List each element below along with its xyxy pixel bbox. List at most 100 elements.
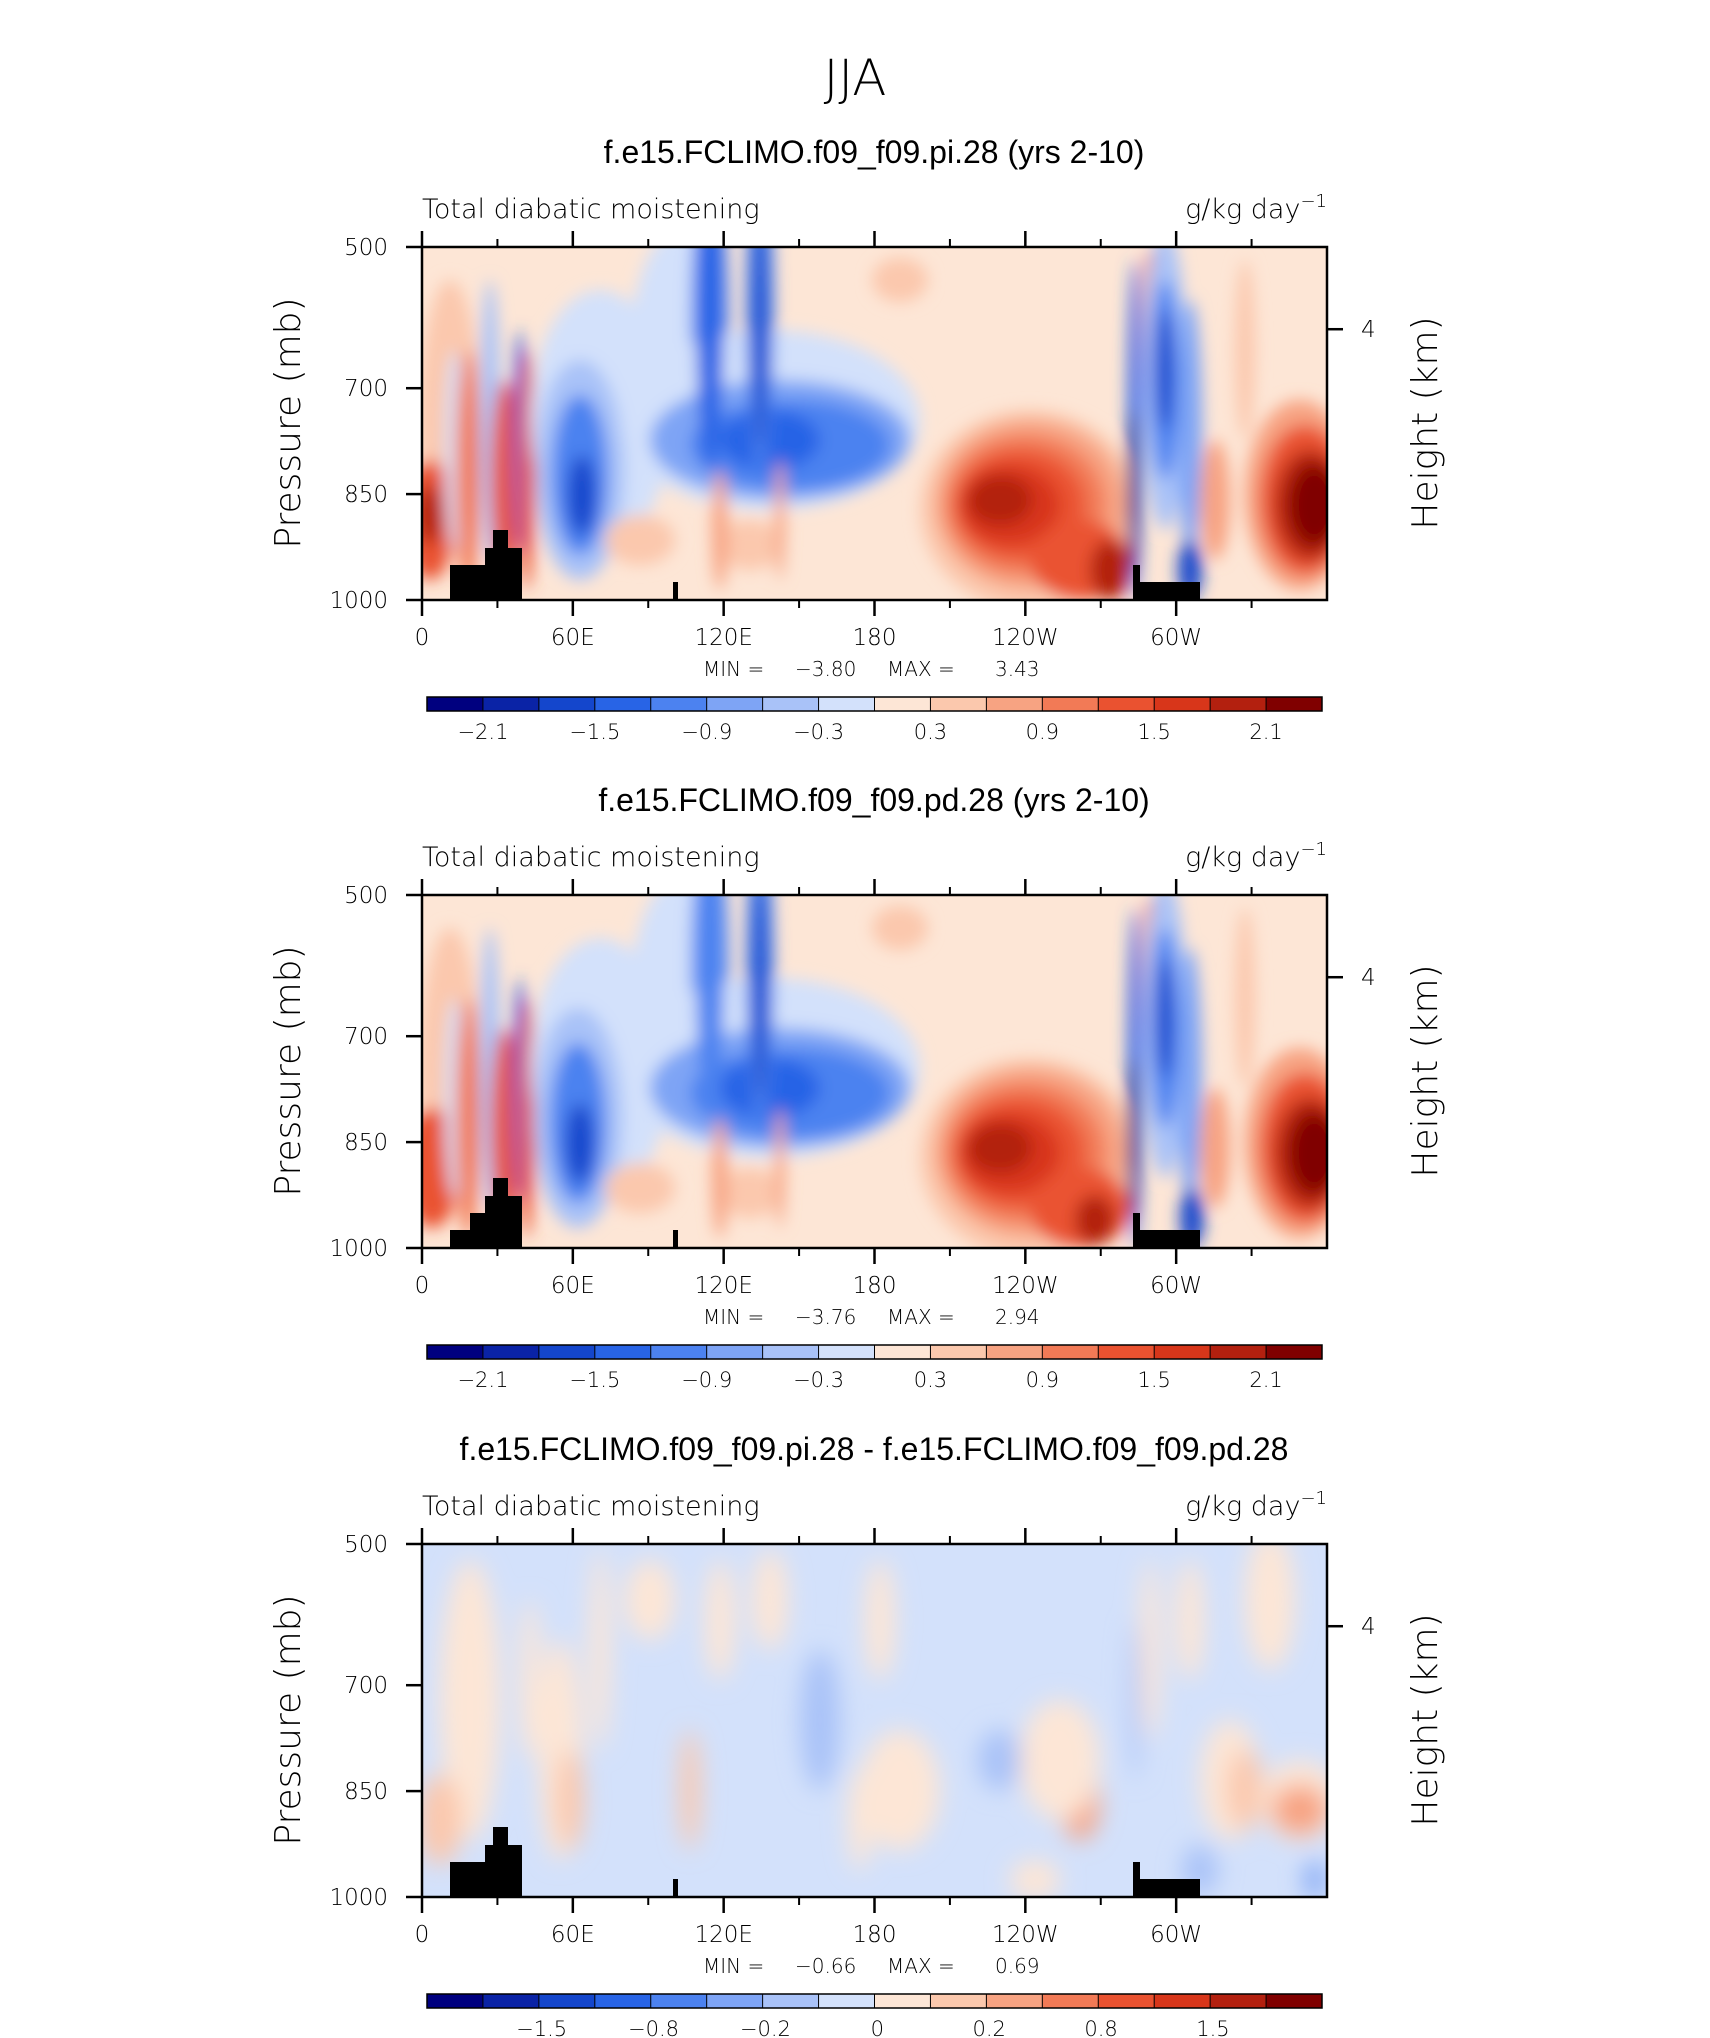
colorbar-label: −0.2 — [740, 2017, 791, 2038]
units-label: g/kg day−1 — [1185, 1488, 1327, 1522]
max-label: MAX = — [887, 1954, 955, 1978]
colorbar-label: 1.5 — [1196, 2017, 1229, 2038]
x-tick-label: 60E — [551, 1273, 595, 1299]
left-string: Total diabatic moistening — [422, 1491, 760, 1522]
x-tick-label: 0 — [415, 1922, 430, 1948]
units-text: g/kg day — [1185, 842, 1300, 873]
colorbar-label: 0.9 — [1026, 720, 1059, 744]
y-axis: 500 700 850 1000 — [329, 235, 422, 614]
colorbar-swatch — [1098, 1994, 1155, 2008]
x-tick-label: 120W — [992, 625, 1059, 651]
y-axis-right: 4 — [1327, 1614, 1376, 1640]
panel-title: f.e15.FCLIMO.f09_f09.pi.28 - f.e15.FCLIM… — [460, 1431, 1289, 1467]
colorbar-swatch — [706, 1994, 764, 2008]
x-tick-label: 180 — [853, 1922, 897, 1948]
colorbar-label: 0.8 — [1084, 2017, 1117, 2038]
land-mask — [450, 1178, 1200, 1248]
colorbar-swatch — [594, 1345, 652, 1359]
min-value: −3.80 — [795, 657, 856, 681]
min-value: −0.66 — [795, 1954, 856, 1978]
colorbar-label: −0.8 — [628, 2017, 679, 2038]
contour-field — [422, 895, 1327, 1248]
colorbar-label: 0.3 — [914, 720, 947, 744]
colorbar-swatch — [1098, 1345, 1155, 1359]
colorbar-swatch — [1210, 697, 1267, 711]
colorbar-label: 0.9 — [1026, 1368, 1059, 1392]
units-text: g/kg day — [1185, 194, 1300, 225]
max-label: MAX = — [887, 657, 955, 681]
y-axis: 500 700 850 1000 — [329, 1532, 422, 1911]
colorbar-swatch — [1042, 697, 1099, 711]
colorbar-label: 1.5 — [1137, 720, 1170, 744]
colorbar-swatch — [482, 697, 540, 711]
colorbar-swatch — [930, 1345, 987, 1359]
figure-title: JJA — [824, 49, 887, 107]
colorbar-swatch — [650, 1994, 708, 2008]
colorbar-label: −0.9 — [681, 720, 732, 744]
land-mask — [450, 530, 1200, 600]
units-text: g/kg day — [1185, 1491, 1300, 1522]
min-label: MIN = — [703, 1305, 764, 1329]
colorbar-swatch — [1042, 1994, 1099, 2008]
x-tick-label: 60W — [1150, 1922, 1202, 1948]
max-value: 3.43 — [995, 657, 1040, 681]
colorbar-swatch — [538, 1345, 596, 1359]
y-axis-right-label: Height (km) — [1405, 964, 1446, 1177]
colorbar-swatch — [594, 1994, 652, 2008]
panel-pi: f.e15.FCLIMO.f09_f09.pi.28 (yrs 2-10) To… — [268, 134, 1446, 744]
units-label: g/kg day−1 — [1185, 839, 1327, 873]
land-mask — [450, 1827, 1200, 1897]
colorbar-label: −1.5 — [569, 720, 620, 744]
colorbar-swatch — [650, 1345, 708, 1359]
colorbar-label: 2.1 — [1249, 720, 1282, 744]
colorbar: −1.5 −0.8 −0.2 0 0.2 0.8 1.5 — [426, 1993, 1323, 2038]
units-exponent: −1 — [1300, 1488, 1327, 1509]
x-tick-label: 120E — [694, 625, 752, 651]
x-tick-label: 60W — [1150, 625, 1202, 651]
y-tick-label: 500 — [344, 883, 388, 909]
colorbar-label: −1.5 — [516, 2017, 567, 2038]
colorbar-swatch — [818, 697, 875, 711]
x-tick-label: 60E — [551, 625, 595, 651]
panel-title: f.e15.FCLIMO.f09_f09.pi.28 (yrs 2-10) — [604, 134, 1145, 170]
colorbar-swatch — [986, 1994, 1043, 2008]
colorbar-swatch — [1154, 1994, 1211, 2008]
y-tick-label: 500 — [344, 1532, 388, 1558]
colorbar-label: −2.1 — [457, 720, 508, 744]
y-tick-label: 1000 — [329, 1236, 388, 1262]
colorbar-label: −0.3 — [793, 720, 844, 744]
colorbar-label: −0.9 — [681, 1368, 732, 1392]
colorbar-swatch — [930, 1994, 987, 2008]
colorbar-swatch — [706, 1345, 764, 1359]
colorbar-swatch — [762, 697, 820, 711]
colorbar: −2.1 −1.5 −0.9 −0.3 0.3 0.9 1.5 2.1 — [426, 696, 1323, 744]
left-string: Total diabatic moistening — [422, 842, 760, 873]
colorbar-swatch — [1266, 1345, 1323, 1359]
colorbar-swatch — [874, 697, 931, 711]
min-value: −3.76 — [795, 1305, 856, 1329]
colorbar-swatch — [427, 1994, 484, 2008]
colorbar-swatch — [538, 697, 596, 711]
x-axis: 0 60E 120E 180 120W 60W — [415, 879, 1253, 1299]
colorbar-swatch — [706, 697, 764, 711]
colorbar-label: 1.5 — [1137, 1368, 1170, 1392]
x-axis: 0 60E 120E 180 120W 60W — [415, 1528, 1253, 1948]
y-tick-label: 700 — [344, 376, 388, 402]
x-tick-label: 120W — [992, 1273, 1059, 1299]
colorbar-swatch — [818, 1994, 875, 2008]
min-label: MIN = — [703, 1954, 764, 1978]
colorbar-swatch — [930, 697, 987, 711]
colorbar-swatch — [538, 1994, 596, 2008]
left-string: Total diabatic moistening — [422, 194, 760, 225]
colorbar-swatch — [650, 697, 708, 711]
colorbar-swatch — [482, 1994, 540, 2008]
colorbar-swatch — [1154, 697, 1211, 711]
colorbar-swatch — [762, 1994, 820, 2008]
colorbar-label: −0.3 — [793, 1368, 844, 1392]
y-right-tick-label: 4 — [1361, 965, 1376, 991]
units-label: g/kg day−1 — [1185, 191, 1327, 225]
y-tick-label: 850 — [344, 1779, 388, 1805]
max-label: MAX = — [887, 1305, 955, 1329]
colorbar-label: 0.3 — [914, 1368, 947, 1392]
